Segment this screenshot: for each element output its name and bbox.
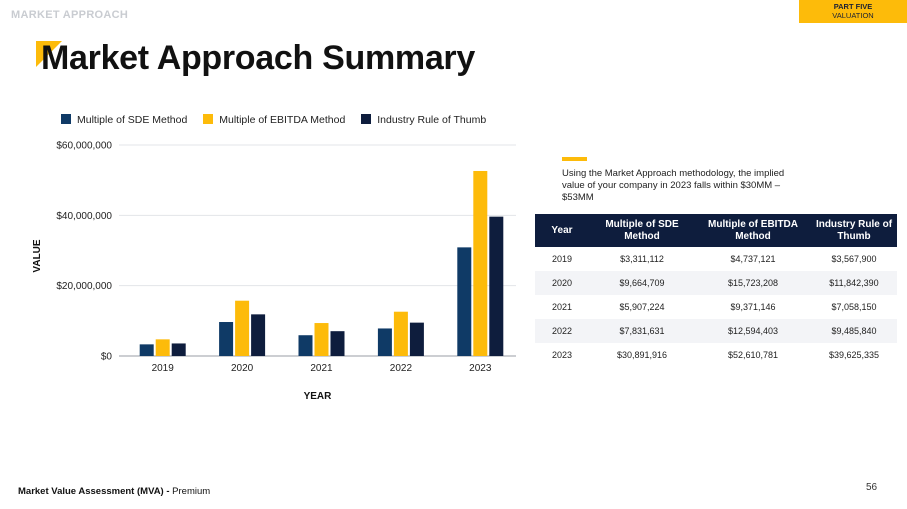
legend-item-ebitda: Multiple of EBITDA Method	[203, 114, 345, 126]
table-cell-value: $9,664,709	[589, 271, 695, 295]
table-cell-value: $12,594,403	[695, 319, 811, 343]
part-sublabel: VALUATION	[832, 11, 874, 20]
bar-chart: $0 $20,000,000 $40,000,000 $60,000,000 2019 2…	[32, 141, 516, 402]
table-row: 2019 $3,311,112 $4,737,121 $3,567,900	[535, 247, 897, 271]
table-row: 2023 $30,891,916 $52,610,781 $39,625,335	[535, 343, 897, 367]
legend-swatch-rule	[361, 114, 372, 124]
table-body: 2019 $3,311,112 $4,737,121 $3,567,900 2020 $9…	[535, 247, 897, 367]
table-cell-year: 2022	[535, 319, 589, 343]
x-tick-label: 2020	[231, 363, 254, 374]
bar-rule-2021	[330, 331, 345, 356]
table-header-rule: Industry Rule of Thumb	[811, 214, 897, 247]
table-cell-value: $9,371,146	[730, 302, 776, 312]
bar-ebitda-2021	[314, 323, 329, 356]
bar-sde-2023	[457, 247, 472, 356]
summary-note: Using the Market Approach methodology, t…	[562, 168, 785, 203]
table-cell-value: $3,567,900	[831, 254, 877, 264]
x-tick-label: 2023	[469, 363, 492, 374]
legend-item-sde: Multiple of SDE Method	[61, 114, 187, 126]
bar-ebitda-2023	[473, 170, 488, 356]
table-header-year: Year	[535, 214, 589, 247]
y-axis-label: VALUE	[32, 239, 43, 272]
table-cell-year: 2019	[551, 254, 573, 264]
bar-rule-2023	[489, 216, 504, 356]
footer-doc-tier: Premium	[172, 486, 211, 497]
x-axis-label: YEAR	[304, 391, 333, 402]
table-header-ebitda: Multiple of EBITDA Method	[695, 214, 811, 247]
bar-ebitda-2020	[235, 300, 250, 356]
table-cell-value: $7,831,631	[589, 319, 695, 343]
table-cell-value: $52,610,781	[727, 350, 779, 360]
page-number: 56	[866, 482, 878, 493]
table-cell-year: 2023	[551, 350, 573, 360]
bar-ebitda-2022	[393, 311, 408, 356]
y-tick-label: $0	[101, 352, 113, 363]
bar-rule-2022	[409, 322, 424, 356]
y-tick-label: $60,000,000	[56, 141, 112, 152]
table-cell-value: $11,842,390	[811, 271, 897, 295]
bar-sde-2020	[219, 322, 234, 356]
note-accent-bar	[562, 157, 587, 161]
part-label: PART FIVE	[833, 2, 873, 11]
table-cell-value: $3,311,112	[620, 254, 664, 264]
legend-item-rule: Industry Rule of Thumb	[361, 114, 486, 126]
x-tick-label: 2022	[390, 363, 413, 374]
table-row: 2021 $5,907,224 $9,371,146 $7,058,150	[535, 295, 897, 319]
part-badge: PART FIVE VALUATION	[799, 0, 907, 23]
table-cell-value: $9,485,840	[811, 319, 897, 343]
table-cell-value: $7,058,150	[831, 302, 877, 312]
table-cell-value: $39,625,335	[828, 350, 880, 360]
legend-label-ebitda: Multiple of EBITDA Method	[219, 114, 346, 126]
table-cell-value: $5,907,224	[619, 302, 665, 312]
table-header-row: Year Multiple of SDE Method Multiple of …	[535, 214, 897, 247]
page-title: Market Approach Summary	[41, 39, 475, 77]
x-tick-label: 2019	[152, 363, 175, 374]
table-header-sde: Multiple of SDE Method	[589, 214, 695, 247]
table-cell-value: $15,723,208	[695, 271, 811, 295]
y-tick-label: $40,000,000	[56, 211, 112, 222]
table-row: 2022 $7,831,631 $12,594,403 $9,485,840	[535, 319, 897, 343]
legend-label-rule: Industry Rule of Thumb	[377, 114, 487, 126]
x-tick-label: 2021	[310, 363, 333, 374]
section-label: MARKET APPROACH	[11, 9, 129, 21]
legend-swatch-sde	[61, 114, 71, 124]
bar-sde-2022	[377, 328, 392, 356]
table-cell-year: 2021	[551, 302, 573, 312]
table-cell-value: $30,891,916	[616, 350, 668, 360]
legend-label-sde: Multiple of SDE Method	[77, 114, 188, 126]
table-cell-value: $4,737,121	[730, 254, 776, 264]
values-table: Year Multiple of SDE Method Multiple of …	[535, 214, 897, 367]
table-row: 2020 $9,664,709 $15,723,208 $11,842,390	[535, 271, 897, 295]
footer-doc-title: Market Value Assessment (MVA) -	[18, 486, 170, 497]
bar-rule-2020	[251, 314, 266, 356]
bar-sde-2019	[139, 344, 154, 356]
bar-rule-2019	[171, 343, 186, 356]
bar-sde-2021	[298, 335, 313, 356]
title-accent-shape	[36, 41, 62, 67]
table-cell-year: 2020	[535, 271, 589, 295]
footer: Market Value Assessment (MVA) - Premium	[18, 486, 210, 497]
bar-ebitda-2019	[155, 339, 170, 356]
legend-swatch-ebitda	[203, 114, 214, 124]
y-tick-label: $20,000,000	[56, 281, 112, 292]
chart-legend: Multiple of SDE Method Multiple of EBITD…	[61, 114, 499, 126]
